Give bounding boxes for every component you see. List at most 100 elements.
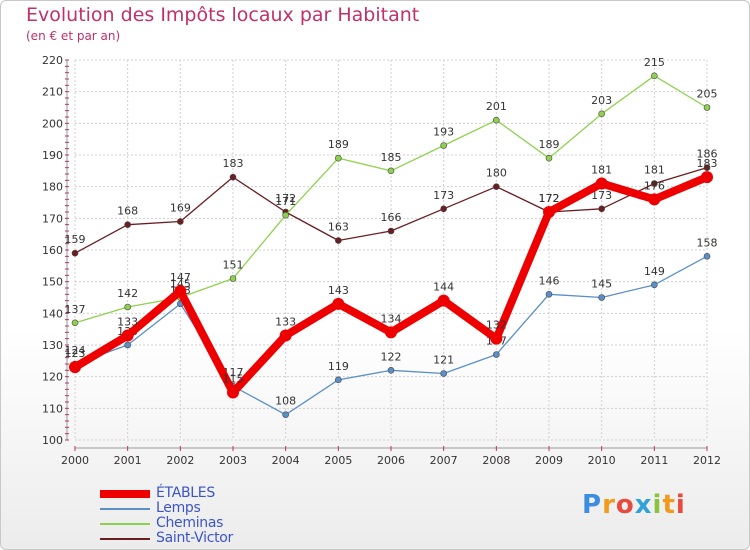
data-label: 185 xyxy=(381,151,402,164)
logo-letter: P xyxy=(582,490,603,520)
data-label: 203 xyxy=(591,94,612,107)
data-point xyxy=(703,164,711,171)
data-label: 143 xyxy=(328,284,349,297)
data-point xyxy=(177,218,184,225)
data-point xyxy=(69,361,81,374)
y-tick-label: 140 xyxy=(42,307,63,320)
data-point xyxy=(387,167,395,175)
logo-letter: r xyxy=(602,490,616,520)
data-label: 144 xyxy=(433,281,454,294)
x-tick-label: 2010 xyxy=(588,454,616,467)
data-point xyxy=(651,281,658,289)
logo-letter: o xyxy=(615,490,635,520)
logo-letter: i xyxy=(675,490,686,520)
data-label: 142 xyxy=(117,287,138,300)
data-point xyxy=(545,291,553,298)
data-point xyxy=(545,154,553,162)
data-label: 137 xyxy=(65,303,86,316)
data-label: 172 xyxy=(275,192,296,205)
data-point xyxy=(335,154,342,162)
data-label: 133 xyxy=(117,316,138,329)
data-label: 172 xyxy=(539,192,560,205)
data-label: 166 xyxy=(381,211,402,224)
data-point xyxy=(332,297,345,310)
data-point xyxy=(385,326,397,339)
data-point xyxy=(71,319,79,327)
data-point xyxy=(543,206,555,218)
data-label: 181 xyxy=(591,164,612,177)
legend-swatch-lemps xyxy=(100,508,150,510)
data-label: 121 xyxy=(433,354,454,367)
chart-title: Evolution des Impôts locaux par Habitant xyxy=(26,4,420,26)
y-tick-label: 110 xyxy=(42,402,63,415)
logo-letter: t xyxy=(662,490,676,520)
data-label: 193 xyxy=(433,126,454,139)
x-tick-label: 2006 xyxy=(377,454,405,467)
y-tick-label: 180 xyxy=(42,181,63,194)
data-label: 163 xyxy=(328,221,349,234)
data-label: 173 xyxy=(591,189,612,202)
logo-letter: x xyxy=(634,490,653,520)
chart-subtitle: (en € et par an) xyxy=(26,29,121,43)
data-label: 189 xyxy=(539,138,560,151)
data-label: 151 xyxy=(223,259,244,272)
x-tick-label: 2004 xyxy=(272,454,300,467)
legend-swatch-saint-victor xyxy=(100,538,150,540)
legend-swatch-etables xyxy=(100,490,150,498)
data-point xyxy=(598,110,605,118)
data-point xyxy=(335,376,342,384)
data-label: 124 xyxy=(65,344,86,357)
data-point xyxy=(229,275,237,282)
data-label: 133 xyxy=(275,316,296,329)
data-label: 115 xyxy=(223,373,244,386)
legend-label-etables: ÉTABLES xyxy=(156,485,215,501)
y-tick-label: 190 xyxy=(42,149,63,162)
y-tick-label: 160 xyxy=(42,244,63,257)
data-point xyxy=(493,183,500,190)
data-label: 134 xyxy=(381,312,402,325)
y-tick-label: 130 xyxy=(42,339,63,352)
data-label: 147 xyxy=(170,271,191,284)
y-tick-label: 200 xyxy=(42,117,63,130)
data-point xyxy=(703,104,711,111)
data-label: 169 xyxy=(170,202,191,215)
x-tick-label: 2000 xyxy=(61,454,89,467)
data-point xyxy=(387,367,395,374)
data-point xyxy=(71,249,79,257)
data-point xyxy=(598,294,605,301)
data-point xyxy=(440,370,447,377)
data-label: 122 xyxy=(381,350,402,363)
data-label: 172 xyxy=(539,192,560,205)
data-point xyxy=(229,173,237,181)
data-label: 119 xyxy=(328,360,349,373)
data-point xyxy=(703,253,711,260)
x-tick-label: 2005 xyxy=(324,454,352,467)
y-tick-label: 220 xyxy=(42,54,63,67)
data-label: 159 xyxy=(65,233,86,246)
legend-label-cheminas: Cheminas xyxy=(156,515,224,531)
x-tick-label: 2002 xyxy=(166,454,194,467)
data-point xyxy=(387,227,395,235)
data-point xyxy=(174,285,187,298)
data-point xyxy=(440,142,447,149)
data-point xyxy=(124,221,131,228)
data-label: 149 xyxy=(644,265,665,278)
data-label: 132 xyxy=(486,319,507,332)
legend-label-saint-victor: Saint-Victor xyxy=(156,530,234,546)
data-point xyxy=(493,351,500,358)
x-tick-label: 2012 xyxy=(693,454,721,467)
data-point xyxy=(121,329,134,342)
data-label: 171 xyxy=(275,195,296,208)
data-label: 108 xyxy=(275,395,296,408)
data-point xyxy=(335,237,342,244)
data-label: 176 xyxy=(644,179,665,192)
data-label: 180 xyxy=(486,167,507,180)
data-label: 181 xyxy=(644,164,665,177)
x-tick-label: 2003 xyxy=(219,454,247,467)
data-point xyxy=(701,171,713,184)
y-tick-label: 120 xyxy=(42,371,63,384)
data-point xyxy=(595,177,608,190)
data-label: 158 xyxy=(697,236,718,249)
x-tick-label: 2009 xyxy=(535,454,563,467)
